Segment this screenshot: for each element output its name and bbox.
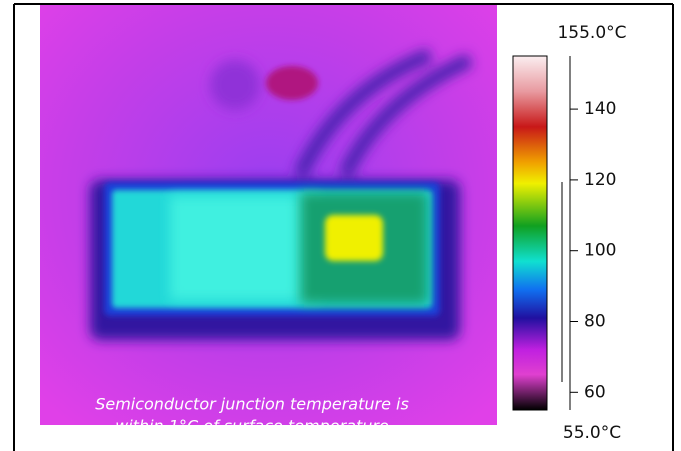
color-bar — [512, 55, 548, 411]
tick-label: 60 — [584, 382, 606, 402]
caption: Semiconductor junction temperature is — [95, 395, 409, 414]
caption: within 1°C of surface temperature — [115, 417, 389, 436]
max-label: 155.0°C — [557, 23, 626, 43]
tick-label: 80 — [584, 312, 606, 332]
tick-label: 120 — [584, 170, 616, 190]
tick-label: 100 — [584, 241, 616, 261]
min-label: 55.0°C — [563, 423, 621, 443]
thermal-image: Semiconductor junction temperature is wi… — [40, 4, 497, 436]
tick-label: 140 — [584, 99, 616, 119]
